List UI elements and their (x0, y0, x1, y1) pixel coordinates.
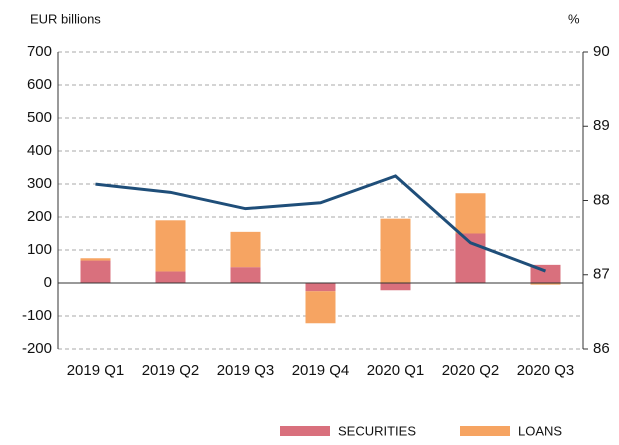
y-tick-label: 300 (27, 175, 52, 192)
legend-swatch (460, 426, 510, 436)
bar (455, 193, 486, 234)
y2-tick-label: 87 (593, 266, 610, 283)
y2-axis-title: % (568, 11, 580, 26)
x-tick-label: 2020 Q3 (517, 362, 575, 379)
bar (380, 218, 411, 283)
bar (230, 231, 261, 268)
legend-label: LOANS (518, 423, 562, 438)
y2-tick-label: 90 (593, 43, 610, 60)
line (95, 174, 547, 273)
y-tick-label: -200 (22, 340, 52, 357)
y2-tick-label: 89 (593, 117, 610, 134)
bar (155, 220, 186, 272)
bar (80, 260, 111, 283)
y-tick-label: 100 (27, 241, 52, 258)
y-tick-label: 0 (44, 274, 52, 291)
y-tick-label: -100 (22, 307, 52, 324)
y2-tick-label: 88 (593, 191, 610, 208)
x-tick-label: 2019 Q2 (142, 362, 200, 379)
x-tick-label: 2020 Q2 (442, 362, 500, 379)
y-tick-label: 400 (27, 142, 52, 159)
x-tick-label: 2019 Q4 (292, 362, 350, 379)
y2-tick-label: 86 (593, 340, 610, 357)
bar (155, 271, 186, 283)
y-axis-title: EUR billions (30, 11, 101, 26)
bar (305, 283, 336, 292)
y-tick-label: 700 (27, 43, 52, 60)
x-tick-label: 2019 Q3 (217, 362, 275, 379)
bar (80, 258, 111, 261)
bar (380, 283, 411, 291)
x-tick-label: 2019 Q1 (67, 362, 125, 379)
y-tick-label: 500 (27, 109, 52, 126)
legend-swatch (280, 426, 330, 436)
legend-label: SECURITIES (338, 423, 416, 438)
bar (230, 267, 261, 283)
bar (305, 291, 336, 324)
y-tick-label: 200 (27, 208, 52, 225)
x-tick-label: 2020 Q1 (367, 362, 425, 379)
bar (530, 283, 561, 285)
y-tick-label: 600 (27, 76, 52, 93)
